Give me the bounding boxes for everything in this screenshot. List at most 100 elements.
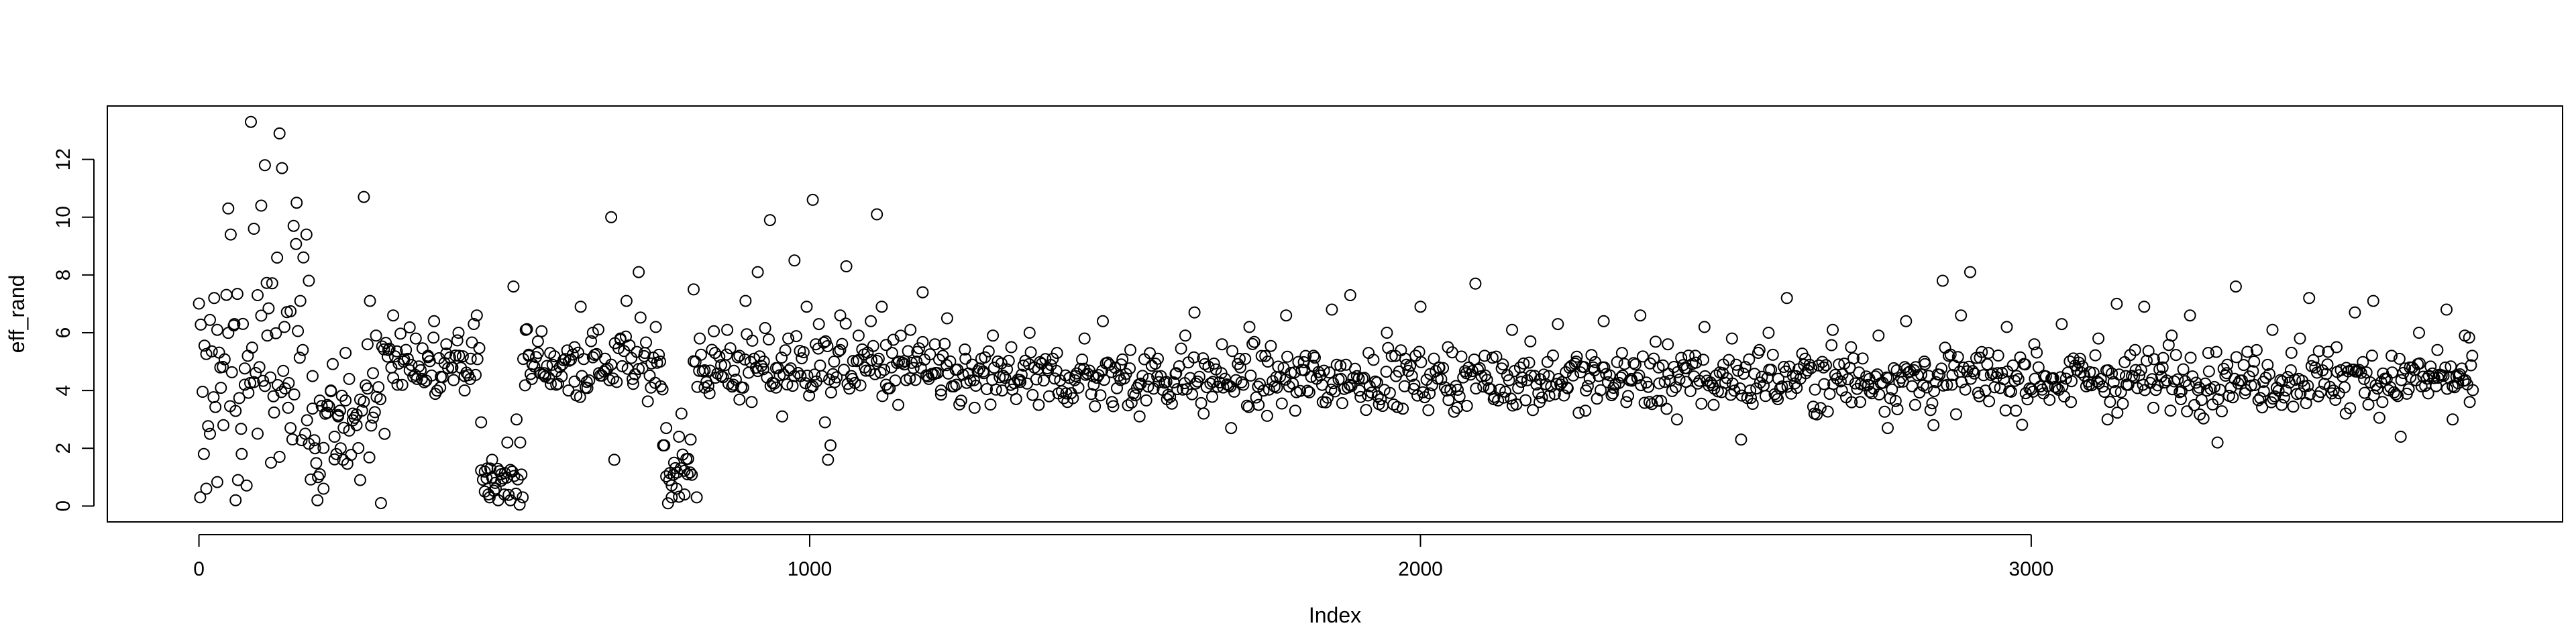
data-point [2245, 379, 2257, 392]
data-point [2440, 303, 2453, 316]
data-point [907, 362, 920, 374]
data-point [1921, 381, 1933, 394]
data-point [1977, 369, 1990, 382]
data-point [1660, 402, 1673, 415]
data-point [1770, 390, 1783, 402]
data-point [1326, 303, 1338, 316]
data-point [2229, 280, 2242, 293]
data-point [473, 341, 486, 354]
data-point [1371, 390, 1384, 402]
data-point [1195, 396, 1208, 409]
data-point [1472, 363, 1484, 376]
data-point [305, 473, 317, 486]
data-point [416, 342, 429, 355]
data-point [306, 370, 319, 382]
data-point [653, 348, 665, 361]
data-point [1655, 394, 1668, 407]
data-point [1109, 362, 1122, 374]
data-point [885, 347, 898, 360]
data-point [525, 372, 538, 385]
data-point [916, 335, 929, 348]
data-point [1581, 380, 1594, 392]
data-point [694, 332, 706, 345]
data-point [1332, 373, 1345, 386]
data-point [1417, 386, 1430, 398]
data-point [1334, 360, 1347, 372]
data-point [486, 453, 498, 466]
data-point [458, 384, 471, 396]
data-point [2051, 382, 2063, 394]
data-point [623, 339, 636, 352]
data-point [1226, 345, 1238, 358]
data-point [686, 468, 698, 481]
data-point [1457, 371, 1470, 384]
data-point [261, 329, 274, 342]
data-point [370, 329, 382, 342]
data-point [840, 260, 853, 272]
data-point [273, 127, 286, 140]
data-point [262, 302, 275, 315]
data-point [258, 159, 271, 172]
data-point [428, 315, 441, 327]
data-point [1873, 388, 1886, 400]
data-point [828, 356, 841, 368]
data-point [1933, 368, 1946, 381]
data-point [1743, 353, 1756, 366]
data-point [488, 484, 500, 497]
data-point [1360, 404, 1373, 417]
data-point [1643, 396, 1656, 409]
data-point [2463, 331, 2475, 344]
data-point [645, 357, 658, 370]
data-point [2402, 383, 2415, 396]
data-point [543, 372, 555, 384]
data-point [2212, 393, 2224, 406]
data-point [2316, 364, 2329, 377]
data-point [812, 318, 825, 331]
data-point [1886, 383, 1898, 396]
data-point [2014, 351, 2027, 364]
data-point [1765, 364, 1778, 376]
data-point [818, 336, 830, 349]
data-point [757, 363, 769, 376]
data-point [2307, 354, 2320, 366]
data-point [300, 228, 313, 241]
data-point [284, 305, 297, 317]
data-point [1695, 397, 1708, 410]
data-point [323, 400, 335, 413]
data-point [295, 434, 308, 447]
data-point [748, 352, 761, 365]
y-axis-label: eff_rand [5, 275, 29, 354]
data-point [1801, 364, 1814, 377]
data-point [1780, 292, 1793, 305]
data-point [1216, 338, 1228, 351]
data-point [293, 352, 306, 364]
data-point [1941, 378, 1953, 391]
data-point [737, 381, 749, 394]
data-point [343, 424, 356, 437]
data-point [684, 466, 696, 479]
data-point [2184, 309, 2196, 322]
data-point [508, 470, 521, 482]
data-point [1835, 384, 1848, 397]
data-point [746, 334, 759, 347]
data-point [1772, 372, 1784, 385]
data-point [1111, 382, 1123, 394]
data-point [1928, 385, 1941, 397]
data-point [722, 378, 735, 390]
data-point [1395, 344, 1407, 357]
data-point [2104, 396, 2116, 409]
data-point [1295, 364, 1308, 376]
data-point [673, 490, 686, 503]
data-point [521, 323, 533, 335]
data-point [507, 280, 520, 293]
data-point [1615, 371, 1627, 384]
data-point [447, 374, 460, 386]
data-point [1204, 377, 1217, 390]
data-point [1937, 379, 1949, 392]
data-point [790, 330, 802, 343]
data-point [2312, 345, 2325, 358]
data-point [1160, 376, 1173, 388]
data-point [1615, 347, 1628, 360]
data-point [2294, 387, 2307, 400]
data-point [1946, 369, 1959, 382]
